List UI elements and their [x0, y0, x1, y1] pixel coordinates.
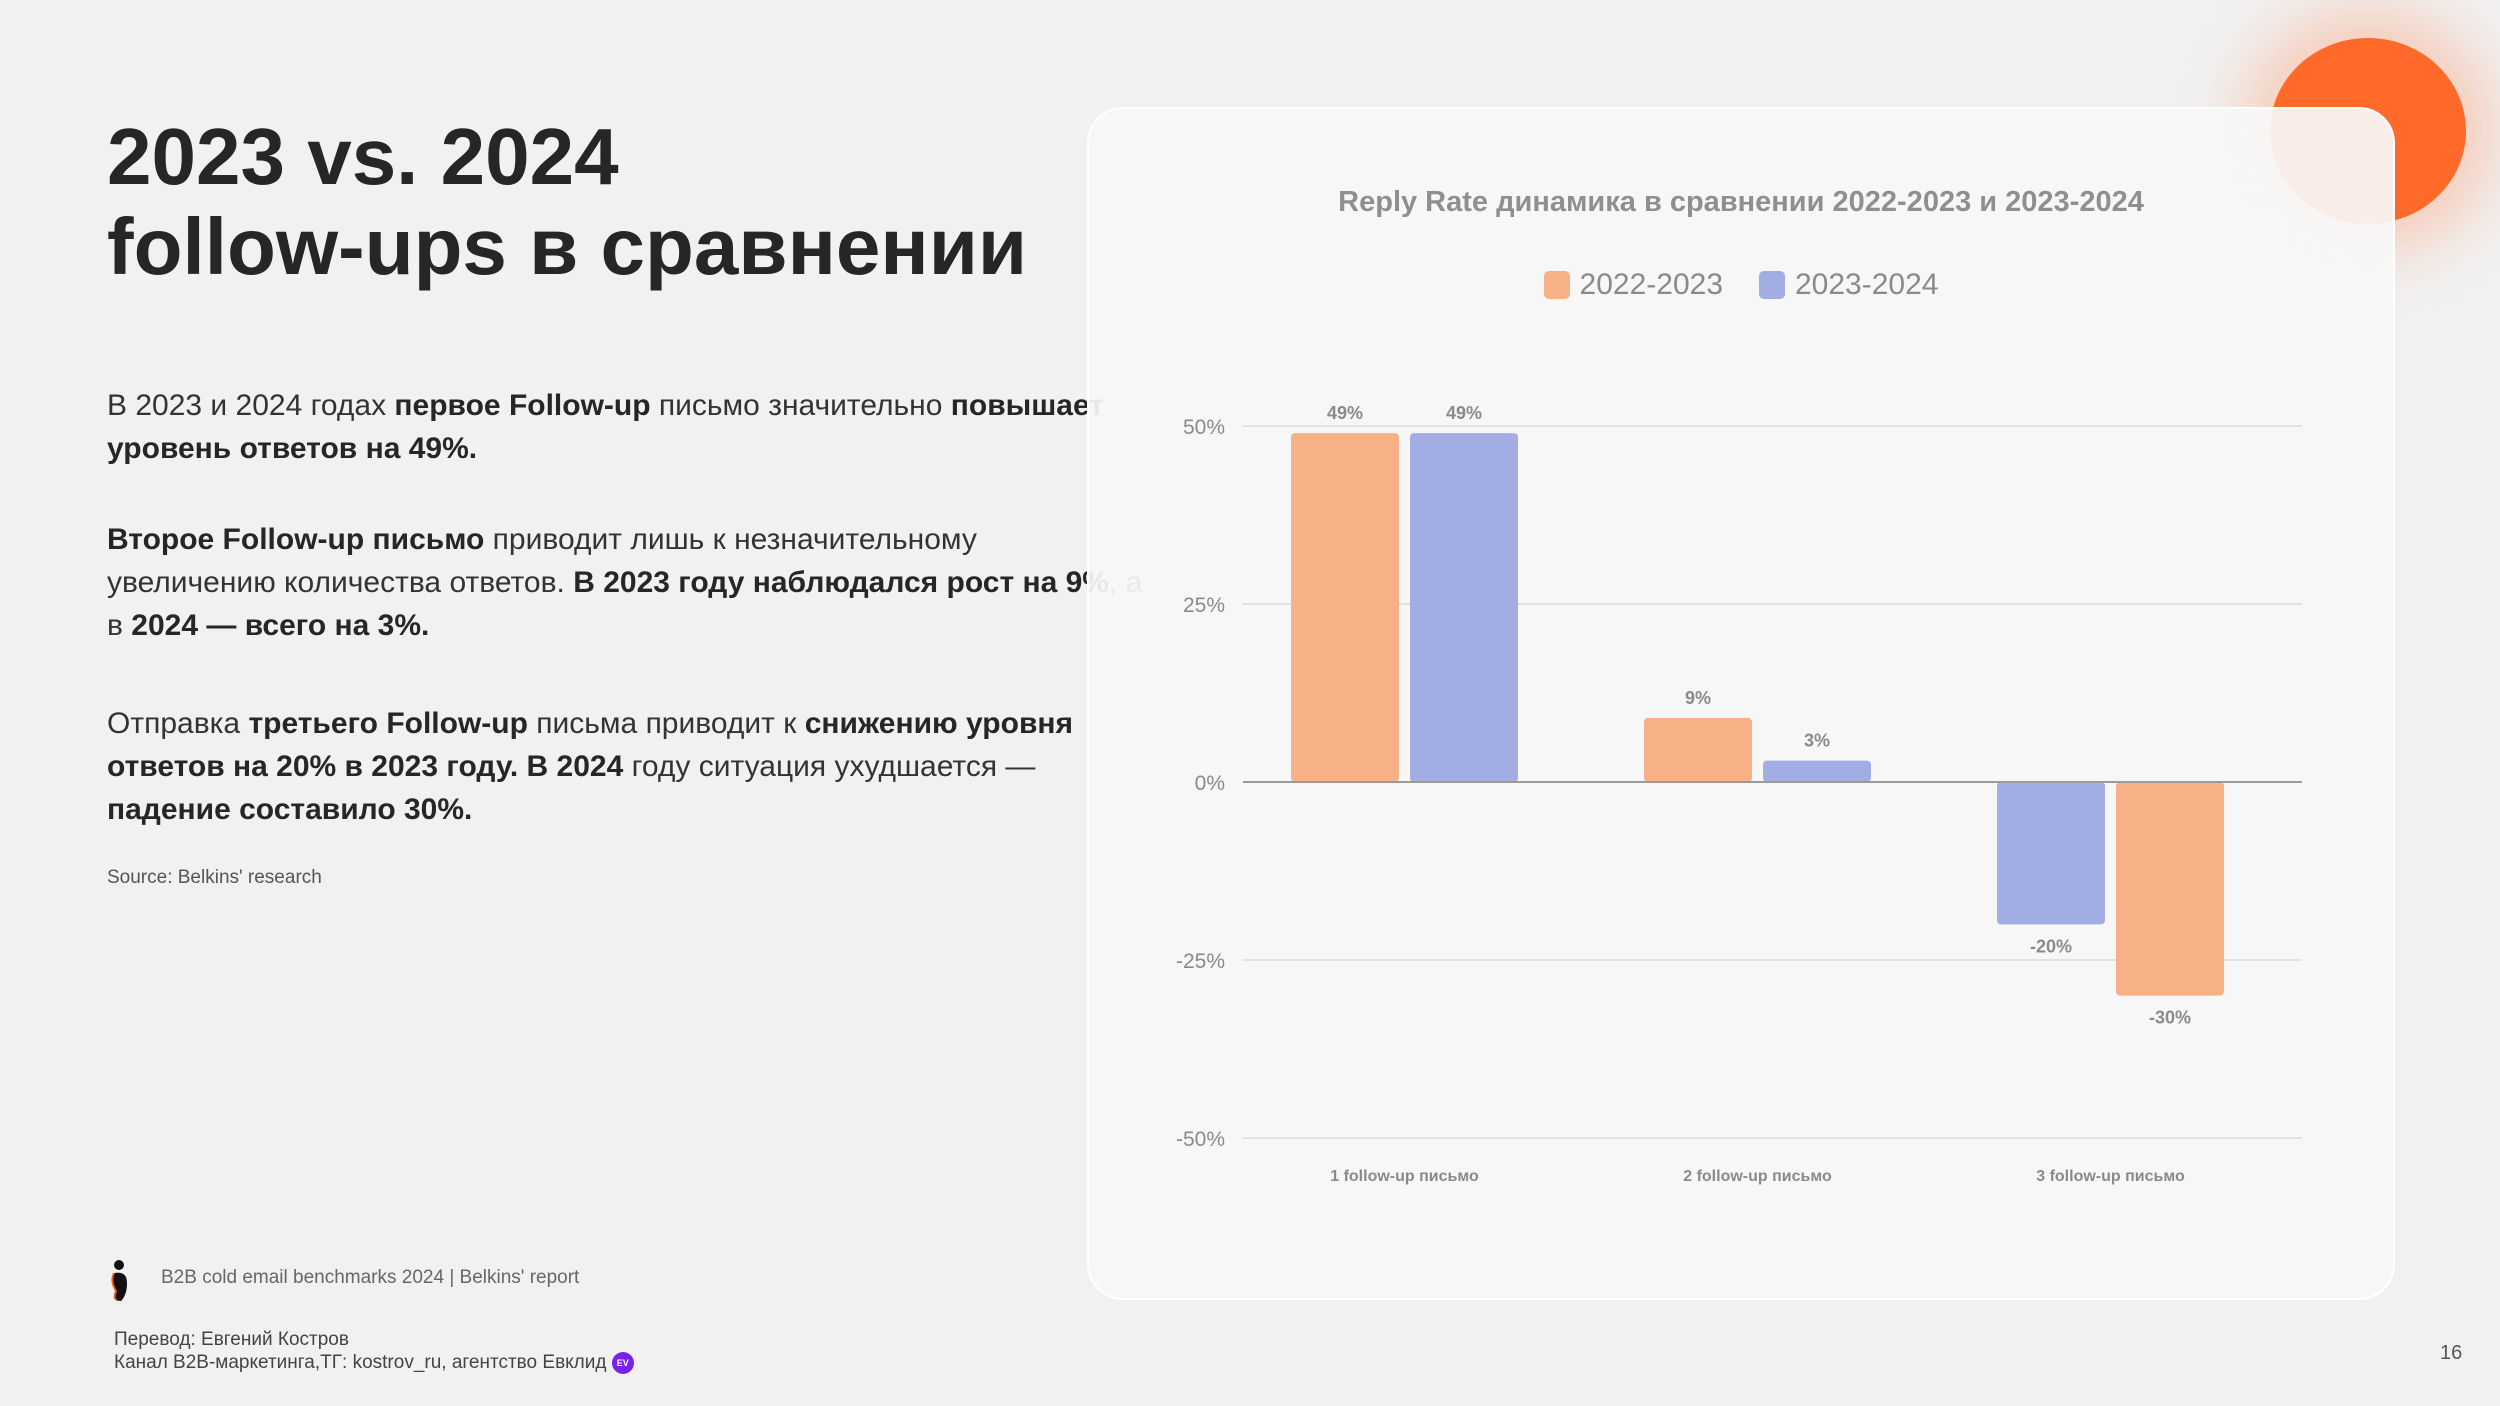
y-tick-label: 50%: [1183, 416, 1225, 439]
x-tick-label: 3 follow-up письмо: [2036, 1168, 2185, 1185]
legend-item-2022-2023: 2022-2023: [1543, 268, 1723, 302]
legend-label: 2023-2024: [1795, 268, 1939, 301]
legend-item-2023-2024: 2023-2024: [1759, 268, 1938, 302]
credit-channel: Канал B2B-маркетинга,ТГ: kostrov_ru, аге…: [114, 1352, 607, 1373]
text: письмо значительно: [650, 389, 951, 422]
data-label: 9%: [1685, 688, 1711, 708]
text-bold: третьего Follow-up: [248, 707, 528, 740]
footer-report-name: B2B cold email benchmarks 2024 | Belkins…: [161, 1267, 580, 1288]
data-label: 49%: [1446, 403, 1482, 423]
credit-translator: Перевод: Евгений Костров: [114, 1329, 349, 1350]
legend-label: 2022-2023: [1579, 268, 1723, 301]
evklid-badge-icon: EV: [611, 1351, 634, 1374]
paragraph-third-followup: Отправка третьего Follow-up письма приво…: [107, 702, 1147, 831]
page-title: 2023 vs. 2024 follow-ups в сравнении: [107, 112, 1027, 292]
text-bold: повышает уровень ответов на 49%.: [107, 389, 1104, 465]
bar-2023-2024: [1763, 760, 1871, 782]
chart-title: Reply Rate динамика в сравнении 2022-202…: [1338, 186, 2144, 218]
bar-2022-2023: [1291, 433, 1399, 782]
page-number: 16: [2440, 1342, 2463, 1364]
text-bold: первое Follow-up: [394, 389, 651, 422]
legend-swatch: [1543, 271, 1570, 299]
belkins-logo-icon: [111, 1260, 127, 1301]
text-bold: падение составило 30%.: [107, 793, 473, 826]
data-label: -30%: [2149, 1008, 2191, 1028]
bar-2023-2024: [1410, 433, 1518, 782]
text-bold: 2024 — всего на 3%.: [131, 609, 430, 642]
text: В 2023 и 2024 годах: [107, 389, 395, 422]
source-note: Source: Belkins' research: [107, 867, 322, 888]
x-tick-label: 1 follow-up письмо: [1330, 1168, 1479, 1185]
text-bold: Второе Follow-up письмо: [107, 523, 485, 556]
bar-2023-2024: [1997, 782, 2105, 925]
bar-2022-2023: [2116, 782, 2224, 996]
data-label: 3%: [1804, 731, 1830, 751]
y-tick-label: 0%: [1195, 772, 1225, 795]
title-line-2: follow-ups в сравнении: [107, 202, 1028, 291]
y-tick-label: -25%: [1176, 950, 1225, 973]
chart-legend: 2022-2023 2023-2024: [1087, 268, 2395, 302]
bar-2022-2023: [1644, 717, 1752, 782]
text-bold: В 2023 году наблюдался рост на 9%: [573, 566, 1109, 599]
legend-swatch: [1759, 271, 1785, 299]
text: Отправка: [107, 707, 249, 740]
text: году ситуация ухудшается —: [623, 750, 1036, 783]
paragraph-first-followup: В 2023 и 2024 годах первое Follow-up пис…: [107, 384, 1147, 470]
x-tick-label: 2 follow-up письмо: [1683, 1168, 1832, 1185]
title-line-1: 2023 vs. 2024: [107, 112, 619, 201]
data-label: -20%: [2030, 936, 2072, 956]
data-label: 49%: [1327, 403, 1363, 423]
translation-credits: Перевод: Евгений Костров Канал B2B-марке…: [114, 1328, 634, 1374]
text: письма приводит к: [527, 707, 805, 740]
y-tick-label: -50%: [1176, 1128, 1225, 1151]
text-bold: снижению уровня ответов на 20% в 2023 го…: [107, 707, 1074, 783]
text: приводит лишь к незначительному увеличен…: [107, 523, 977, 599]
y-tick-label: 25%: [1183, 594, 1225, 617]
